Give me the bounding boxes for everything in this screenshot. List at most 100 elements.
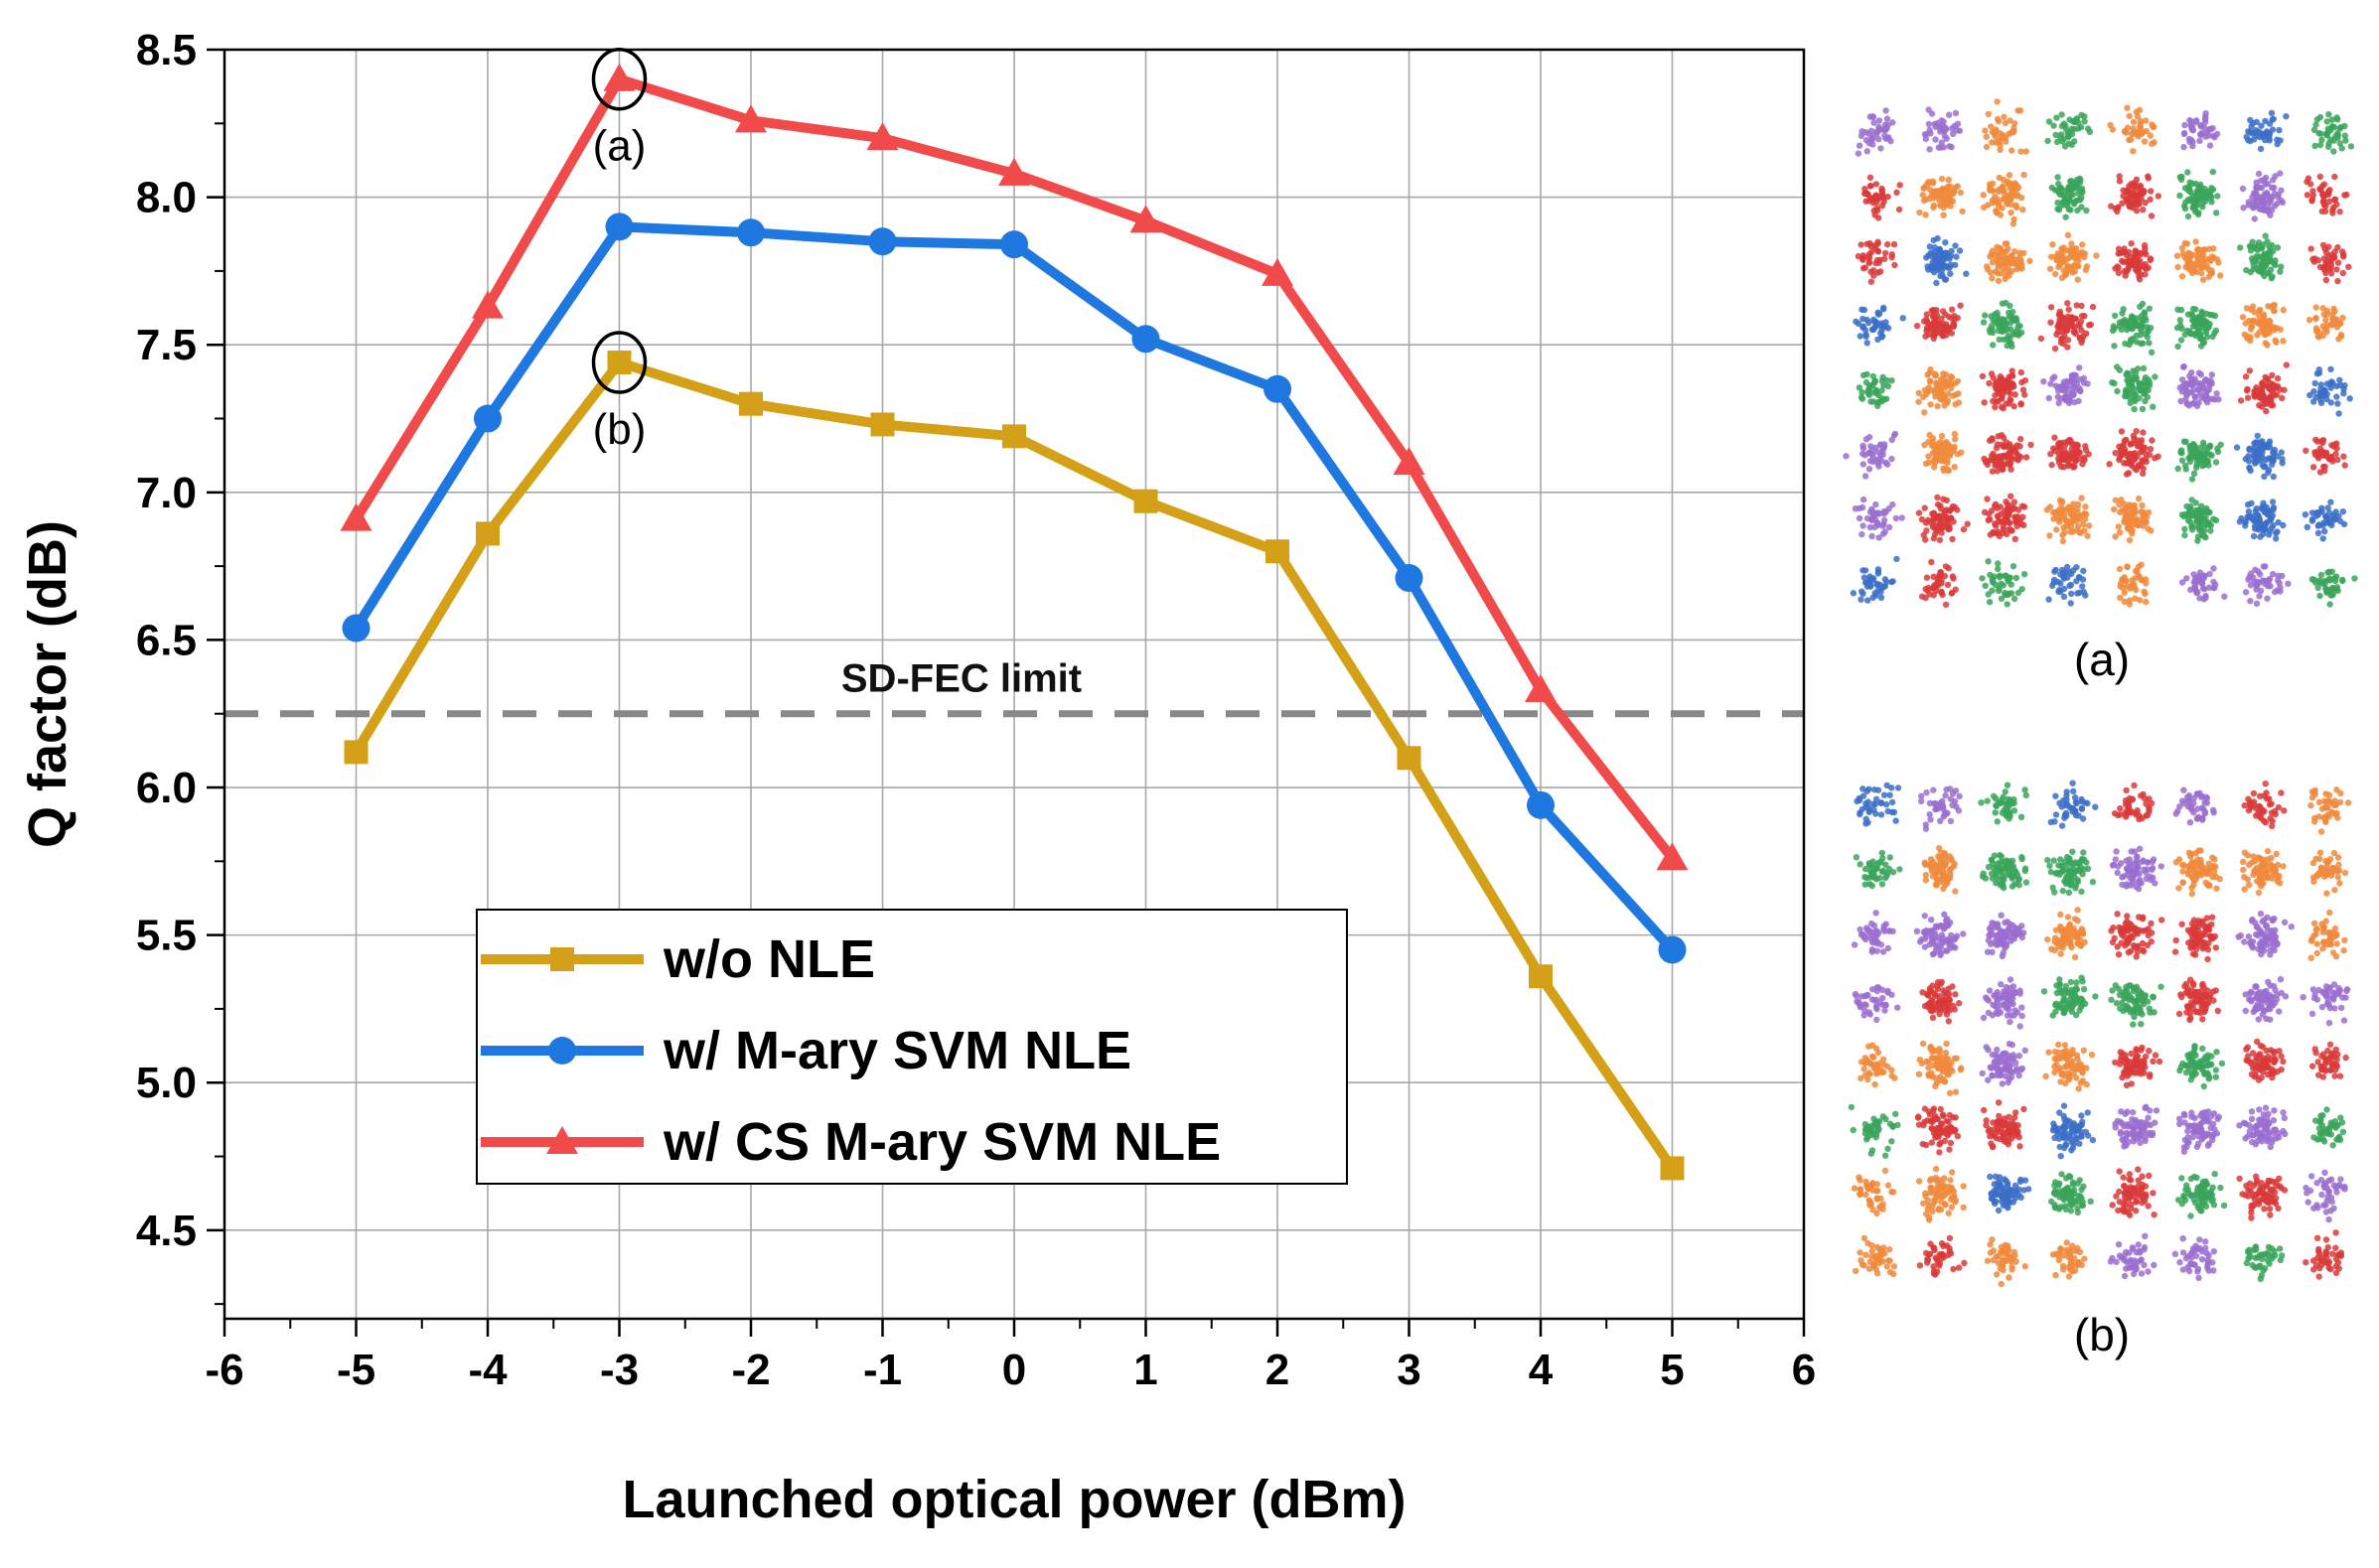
constellation-symbol — [2263, 520, 2269, 526]
constellation-symbol — [1889, 578, 1895, 584]
constellation-symbol — [1858, 597, 1863, 603]
constellation-symbol — [2055, 181, 2061, 187]
constellation-symbol — [2184, 400, 2190, 406]
constellation-symbol — [2148, 921, 2154, 927]
constellation-symbol — [2281, 387, 2287, 393]
constellation-symbol — [2318, 865, 2324, 871]
constellation-symbol — [2319, 209, 2325, 214]
constellation-symbol — [1888, 456, 1894, 462]
constellation-symbol — [1927, 377, 1933, 383]
constellation-symbol — [2274, 878, 2280, 884]
constellation-symbol — [2112, 313, 2118, 319]
constellation-symbol — [2130, 510, 2136, 516]
constellation-symbol — [2316, 593, 2322, 599]
constellation-symbol — [2067, 129, 2073, 135]
constellation-symbol — [1997, 175, 2003, 181]
constellation-symbol — [2052, 271, 2058, 277]
constellation-symbol — [2007, 320, 2013, 326]
constellation-symbol — [1956, 793, 1962, 799]
data-point — [474, 405, 502, 433]
constellation-symbol — [1938, 580, 1944, 586]
constellation-symbol — [2007, 460, 2013, 466]
constellation-symbol — [2131, 315, 2137, 321]
constellation-symbol — [2021, 571, 2027, 577]
constellation-symbol — [2129, 848, 2135, 854]
constellation-symbol — [2204, 459, 2210, 465]
constellation-symbol — [1958, 450, 1964, 456]
constellation-symbol — [1992, 404, 1998, 410]
constellation-symbol — [2342, 462, 2348, 468]
constellation-symbol — [2046, 118, 2052, 124]
constellation-symbol — [2273, 535, 2279, 541]
constellation-symbol — [2261, 177, 2267, 183]
constellation-symbol — [2311, 815, 2317, 821]
constellation-symbol — [2010, 383, 2016, 389]
constellation-symbol — [1990, 259, 1996, 265]
constellation-symbol — [1881, 923, 1887, 928]
constellation-symbol — [1867, 443, 1873, 449]
constellation-symbol — [2009, 309, 2015, 315]
x-tick-label: 1 — [1133, 1346, 1157, 1394]
constellation-symbol — [2061, 202, 2067, 208]
constellation-symbol — [2001, 378, 2007, 384]
constellation-symbol — [2057, 580, 2063, 586]
constellation-symbol — [1924, 575, 1930, 581]
constellation-symbol — [1939, 176, 1945, 182]
constellation-symbol — [1937, 537, 1943, 543]
constellation-symbol — [1961, 526, 1967, 532]
constellation-symbol — [1934, 443, 1940, 449]
constellation-symbol — [2269, 458, 2275, 464]
constellation-symbol — [2339, 577, 2345, 583]
constellation-symbol — [1947, 785, 1953, 791]
constellation-symbol — [1943, 602, 1949, 608]
constellation-symbol — [1942, 792, 1948, 798]
constellation-symbol — [2333, 574, 2339, 580]
constellation-symbol — [2258, 146, 2264, 152]
constellation-symbol — [2074, 381, 2080, 387]
constellation-symbol — [2142, 390, 2148, 396]
constellation-symbol — [2061, 935, 2067, 941]
constellation-symbol — [1996, 260, 2002, 266]
constellation-symbol — [2323, 192, 2329, 198]
constellation-symbol — [2250, 574, 2256, 580]
constellation-symbol — [2335, 874, 2341, 880]
constellation-symbol — [2275, 383, 2281, 389]
constellation-symbol — [2323, 588, 2329, 594]
constellation-symbol — [1886, 927, 1892, 933]
constellation-symbol — [2090, 304, 2096, 310]
constellation-symbol — [2053, 332, 2059, 338]
constellation-symbol — [1994, 941, 2000, 947]
constellation-symbol — [1978, 799, 1984, 805]
constellation-symbol — [2272, 447, 2278, 453]
constellation-symbol — [2152, 373, 2157, 379]
constellation-symbol — [1987, 181, 1993, 187]
constellation-symbol — [2090, 879, 2096, 885]
constellation-symbol — [1857, 143, 1862, 149]
x-tick-label: 3 — [1397, 1346, 1420, 1394]
constellation-symbol — [2010, 403, 2016, 409]
constellation-symbol — [2124, 327, 2130, 333]
constellation-symbol — [1998, 882, 2004, 888]
constellation-symbol — [2069, 808, 2075, 814]
constellation-symbol — [2138, 271, 2144, 277]
constellation-symbol — [1932, 460, 1938, 466]
data-point — [1527, 791, 1555, 819]
constellation-symbol — [2247, 367, 2253, 373]
constellation-symbol — [1872, 193, 1878, 199]
constellation-symbol — [1952, 431, 1958, 437]
constellation-symbol — [1927, 401, 1933, 407]
constellation-symbol — [2140, 915, 2146, 921]
constellation-symbol — [1921, 409, 1927, 415]
constellation-symbol — [2262, 463, 2268, 469]
constellation-symbol — [2079, 583, 2085, 589]
constellation-symbol — [1963, 271, 1969, 277]
constellation-symbol — [2245, 876, 2251, 882]
constellation-symbol — [2188, 497, 2194, 502]
constellation-symbol — [2217, 272, 2223, 278]
constellation-symbol — [2007, 467, 2013, 473]
constellation-symbol — [2137, 880, 2143, 886]
constellation-symbol — [2331, 124, 2337, 130]
constellation-symbol — [2001, 582, 2007, 588]
constellation-symbol — [2066, 264, 2072, 270]
constellation-symbol — [2280, 863, 2286, 869]
